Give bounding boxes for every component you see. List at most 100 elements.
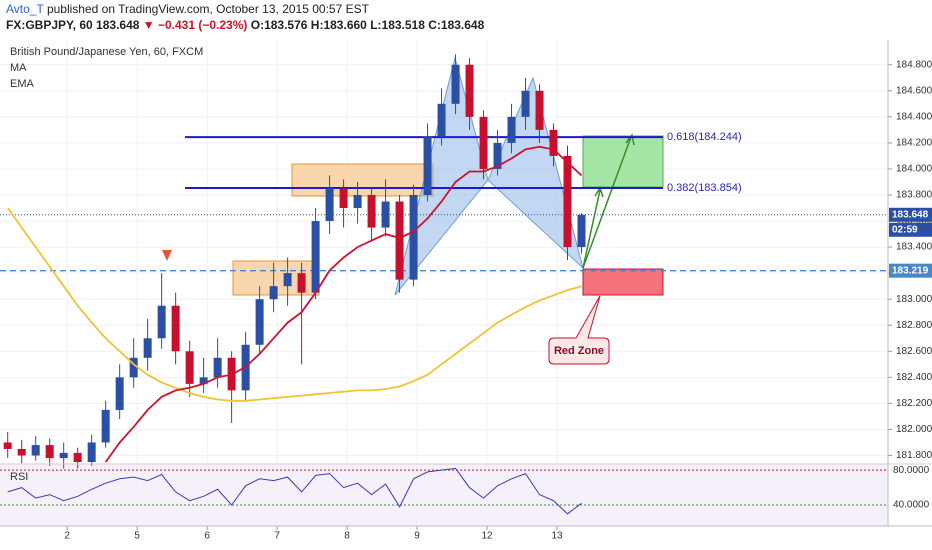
candle-body [549, 129, 558, 156]
y-tick-label: 182.400 [896, 372, 932, 383]
candle-body [199, 377, 208, 384]
candle-body [73, 452, 82, 462]
y-tick-label: 182.000 [896, 424, 932, 435]
publish-line: Avto_T published on TradingView.com, Oct… [6, 2, 369, 16]
candle-body [479, 116, 488, 169]
y-tick-label: 184.000 [896, 164, 932, 175]
candle-body [465, 64, 474, 117]
y-tick-label: 183.400 [896, 242, 932, 253]
symbol: FX:GBPJPY, 60 [6, 18, 93, 32]
candle-body [101, 409, 110, 443]
candle-body [451, 64, 460, 104]
candle-body [423, 136, 432, 195]
candle-body [17, 448, 26, 456]
candle-body [3, 442, 12, 449]
support-badge: 183.219 [892, 265, 929, 276]
series-line [6, 207, 582, 402]
last-price-badge: 183.648 [892, 209, 929, 220]
zone-box [291, 163, 434, 197]
ohlc-low: L:183.518 [370, 18, 425, 32]
candle-body [115, 377, 124, 410]
rsi-tick-label: 80.0000 [893, 465, 930, 476]
candle-body [143, 338, 152, 358]
candle-body [213, 357, 222, 378]
candle-body [353, 194, 362, 209]
callout [548, 295, 610, 365]
x-tick-label: 6 [204, 531, 210, 542]
y-tick-label: 182.600 [896, 346, 932, 357]
candle-body [521, 90, 530, 117]
y-tick-label: 183.000 [896, 294, 932, 305]
y-tick-label: 183.800 [896, 190, 932, 201]
fib-label: 0.618(184.244) [667, 131, 742, 143]
candle-body [171, 305, 180, 352]
arrow [582, 136, 632, 269]
candle-body [129, 357, 138, 378]
ohlc-close: C:183.648 [428, 18, 485, 32]
candle-body [283, 273, 292, 287]
last-price-badge-bg [889, 207, 932, 222]
y-tick-label: 184.200 [896, 138, 932, 149]
candle-body [269, 286, 278, 300]
marker-arrow [162, 250, 172, 261]
candle-body [87, 442, 96, 462]
x-tick-label: 12 [481, 531, 493, 542]
target-box [582, 135, 664, 188]
legend-ma: MA [10, 62, 27, 74]
candle-body [297, 273, 306, 293]
y-tick-label: 184.600 [896, 85, 932, 96]
y-tick-label: 182.200 [896, 398, 932, 409]
price: 183.648 [96, 18, 140, 32]
x-tick-label: 5 [134, 531, 140, 542]
quote-line: FX:GBPJPY, 60 183.648 ▼ −0.431 (−0.23%) … [6, 18, 484, 32]
user[interactable]: Avto_T [6, 2, 44, 16]
rsi-pane [0, 464, 888, 526]
candle-body [31, 445, 40, 456]
change: ▼ −0.431 (−0.23%) [142, 18, 248, 32]
red-zone-box [582, 268, 664, 296]
arrow [582, 189, 601, 269]
rsi-tick-label: 40.0000 [893, 500, 930, 511]
candle-body [157, 305, 166, 339]
rsi-label: RSI [10, 471, 28, 483]
candle-body [395, 201, 404, 280]
x-tick-label: 8 [344, 531, 350, 542]
candle-body [577, 214, 586, 248]
ohlc-open: O:183.576 [250, 18, 308, 32]
ohlc-high: H:183.660 [310, 18, 367, 32]
candle-body [255, 299, 264, 345]
x-tick-label: 7 [274, 531, 280, 542]
candle-body [535, 90, 544, 130]
published: published on TradingView.com, October 13… [46, 2, 369, 16]
candle-body [59, 452, 68, 459]
candle-body [311, 221, 320, 293]
countdown-badge-bg [889, 222, 932, 237]
countdown-badge: 02:59 [892, 224, 918, 235]
fib-label: 0.382(183.854) [667, 182, 742, 194]
y-tick-label: 181.800 [896, 450, 932, 461]
candle-body [45, 445, 54, 459]
candle-body [381, 201, 390, 228]
candle-body [437, 103, 446, 137]
legend-ema: EMA [10, 78, 35, 90]
candle-body [507, 116, 516, 143]
series-line [104, 145, 583, 463]
support-badge-bg [889, 263, 932, 278]
rsi-line [7, 467, 582, 515]
x-tick-label: 13 [551, 531, 563, 542]
header: Avto_T published on TradingView.com, Oct… [0, 0, 932, 34]
y-tick-label: 184.800 [896, 59, 932, 70]
candle-body [339, 188, 348, 209]
candle-body [367, 194, 376, 228]
candle-body [563, 155, 572, 248]
callout-text: Red Zone [554, 345, 604, 357]
candle-body [409, 194, 418, 280]
y-tick-label: 184.400 [896, 111, 932, 122]
candle-body [493, 142, 502, 169]
arrow-head [625, 133, 635, 146]
x-tick-label: 9 [414, 531, 420, 542]
chart-title: British Pound/Japanese Yen, 60, FXCM [10, 46, 203, 58]
candle-body [185, 351, 194, 384]
